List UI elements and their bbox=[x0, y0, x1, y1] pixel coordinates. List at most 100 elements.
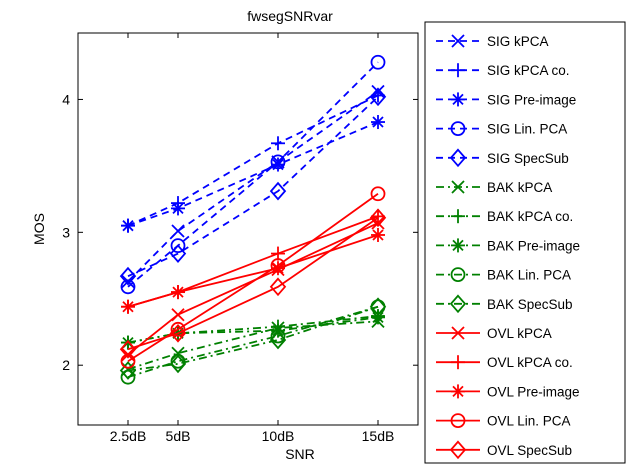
legend-marker bbox=[451, 326, 465, 340]
legend-marker bbox=[449, 440, 467, 460]
data-point bbox=[369, 208, 387, 228]
legend-entry: OVL SpecSub bbox=[436, 440, 572, 460]
legend-marker bbox=[449, 294, 467, 314]
data-point bbox=[271, 136, 285, 151]
data-point bbox=[371, 115, 385, 130]
data-point bbox=[370, 186, 386, 202]
y-axis: 2 3 4 bbox=[62, 91, 418, 373]
legend-label: SIG kPCA co. bbox=[487, 63, 570, 78]
y-tick-label: 2 bbox=[62, 357, 70, 373]
legend-marker bbox=[451, 180, 465, 194]
series-line bbox=[127, 193, 379, 362]
legend-label: BAK Pre-image bbox=[487, 238, 580, 253]
legend-marker bbox=[449, 148, 467, 168]
data-point bbox=[120, 353, 136, 369]
series-line bbox=[127, 90, 379, 283]
legend-marker bbox=[450, 413, 466, 429]
data-point bbox=[371, 227, 385, 242]
series-ovl-specsub bbox=[119, 208, 387, 359]
series-sig-specsub bbox=[119, 87, 387, 286]
data-point bbox=[120, 279, 136, 295]
legend-entry: BAK kPCA co. bbox=[436, 209, 573, 224]
data-point bbox=[169, 354, 187, 374]
legend-marker bbox=[451, 34, 465, 48]
legend-label: BAK Lin. PCA bbox=[487, 268, 571, 283]
legend-entry: SIG Lin. PCA bbox=[436, 121, 567, 137]
data-point bbox=[171, 201, 185, 216]
data-point bbox=[269, 330, 287, 350]
legend-label: OVL Pre-image bbox=[487, 384, 580, 399]
series-sig-lin-pca bbox=[120, 54, 386, 295]
series-ovl-lin-pca bbox=[120, 186, 386, 369]
data-point bbox=[271, 157, 285, 172]
data-point bbox=[269, 181, 287, 201]
legend-marker bbox=[451, 355, 465, 370]
legend-entry: BAK Pre-image bbox=[436, 238, 580, 253]
legend-entry: OVL Pre-image bbox=[436, 384, 580, 399]
x-tick-label: 2.5dB bbox=[110, 428, 147, 444]
series-line bbox=[127, 96, 379, 277]
legend-entry: OVL Lin. PCA bbox=[436, 413, 571, 429]
y-tick-label: 4 bbox=[62, 91, 70, 107]
legend-marker bbox=[450, 267, 466, 283]
legend-entry: OVL kPCA co. bbox=[436, 355, 573, 370]
x-tick-label: 5dB bbox=[166, 428, 191, 444]
data-point bbox=[121, 274, 135, 289]
data-point bbox=[269, 277, 287, 297]
plot-frame bbox=[77, 32, 419, 426]
legend-marker bbox=[450, 121, 466, 137]
series-line bbox=[127, 216, 379, 351]
data-point bbox=[369, 87, 387, 107]
x-tick-label: 15dB bbox=[362, 428, 395, 444]
legend-entry: SIG kPCA bbox=[436, 34, 549, 49]
legend-marker bbox=[451, 92, 465, 107]
data-point bbox=[169, 323, 187, 343]
series-layer bbox=[119, 54, 387, 385]
series-line bbox=[127, 94, 379, 227]
data-point bbox=[121, 218, 135, 233]
legend-entry: BAK kPCA bbox=[436, 180, 552, 195]
series-line bbox=[127, 61, 379, 288]
x-axis: 2.5dB 5dB 10dB 15dB bbox=[110, 33, 395, 444]
data-point bbox=[171, 308, 185, 322]
legend-label: BAK kPCA bbox=[487, 180, 552, 195]
legend-label: SIG Pre-image bbox=[487, 92, 576, 107]
legend-entry: SIG SpecSub bbox=[436, 148, 569, 168]
legend-label: OVL Lin. PCA bbox=[487, 414, 571, 429]
legend: SIG kPCA SIG kPCA co. SIG Pre-image SIG Lin… bbox=[424, 21, 626, 464]
y-axis-label: MOS bbox=[31, 213, 47, 245]
legend-entry: SIG kPCA co. bbox=[436, 63, 570, 78]
data-point bbox=[120, 369, 136, 385]
legend-label: OVL SpecSub bbox=[487, 443, 572, 458]
data-point bbox=[119, 266, 137, 286]
data-point bbox=[169, 244, 187, 263]
legend-marker bbox=[451, 384, 465, 399]
data-point bbox=[121, 299, 135, 314]
legend-marker bbox=[451, 209, 465, 224]
legend-entry: BAK SpecSub bbox=[436, 294, 573, 314]
series-line bbox=[127, 222, 379, 356]
legend-label: SIG Lin. PCA bbox=[487, 122, 567, 137]
data-point bbox=[270, 154, 286, 170]
data-point bbox=[119, 339, 137, 359]
legend-label: OVL kPCA co. bbox=[487, 355, 573, 370]
legend-label: BAK kPCA co. bbox=[487, 209, 573, 224]
legend-marker bbox=[451, 63, 465, 78]
data-point bbox=[171, 285, 185, 300]
legend-label: OVL kPCA bbox=[487, 326, 552, 341]
legend-marker bbox=[451, 238, 465, 253]
legend-label: BAK SpecSub bbox=[487, 297, 573, 312]
data-point bbox=[370, 54, 386, 70]
legend-entry: OVL kPCA bbox=[436, 326, 552, 341]
series-line bbox=[127, 305, 379, 372]
x-tick-label: 10dB bbox=[262, 428, 295, 444]
x-axis-label: SNR bbox=[285, 446, 315, 462]
series-bak-specsub bbox=[119, 297, 387, 380]
chart-title: fwsegSNRvar bbox=[247, 8, 333, 24]
legend-entry: BAK Lin. PCA bbox=[436, 267, 571, 283]
data-point bbox=[270, 258, 286, 273]
y-tick-label: 3 bbox=[62, 224, 70, 240]
data-point bbox=[119, 361, 137, 380]
data-point bbox=[171, 224, 185, 238]
